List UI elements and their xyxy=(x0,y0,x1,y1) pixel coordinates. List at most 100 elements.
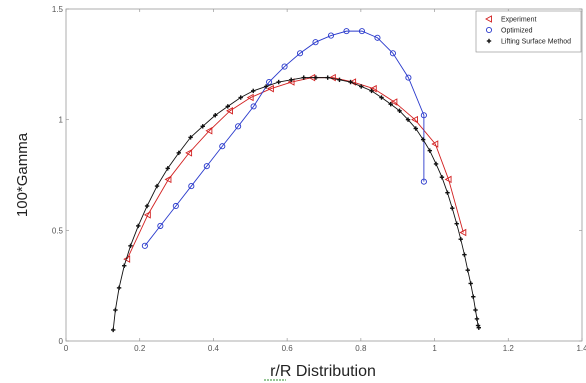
data-point-plus xyxy=(445,190,450,195)
data-point-plus xyxy=(427,148,432,153)
data-point-triangle xyxy=(431,140,439,148)
data-point-plus xyxy=(458,236,463,242)
data-point-triangle xyxy=(185,149,193,157)
data-point-plus xyxy=(462,252,467,257)
data-point-triangle xyxy=(143,211,151,219)
data-point-circle xyxy=(405,74,412,81)
series-optimized xyxy=(141,28,427,249)
data-point-circle xyxy=(219,143,226,150)
legend-label: Experiment xyxy=(501,17,536,24)
data-point-triangle xyxy=(485,15,492,23)
data-point-plus xyxy=(154,183,160,189)
x-tick-label: 0 xyxy=(64,344,69,353)
series-experiment xyxy=(123,73,467,263)
x-tick-label: 1.4 xyxy=(576,344,586,353)
x-tick-label: 1.2 xyxy=(503,344,515,353)
series-line xyxy=(144,30,425,247)
data-point-plus xyxy=(313,75,319,80)
data-point-circle xyxy=(266,78,273,86)
data-point-circle xyxy=(420,178,427,185)
data-point-plus xyxy=(359,84,364,89)
data-point-triangle xyxy=(411,115,418,124)
data-point-plus xyxy=(276,79,281,85)
data-point-plus xyxy=(225,104,231,109)
data-point-plus xyxy=(128,243,133,249)
data-point-plus xyxy=(379,95,384,100)
data-point-plus xyxy=(405,117,411,122)
axes-frame xyxy=(65,8,583,342)
data-point-plus xyxy=(337,77,342,83)
data-point-circle xyxy=(188,183,195,190)
data-point-triangle xyxy=(205,126,213,135)
data-point-circle xyxy=(327,32,335,39)
x-tick-label: 0.4 xyxy=(208,344,220,353)
data-point-plus xyxy=(454,221,459,226)
x-tick-label: 1 xyxy=(432,344,437,353)
data-point-plus xyxy=(476,325,481,330)
data-point-plus xyxy=(110,327,116,333)
data-point-triangle xyxy=(164,175,172,184)
data-point-plus xyxy=(144,203,150,209)
legend-item: Optimized xyxy=(485,26,533,35)
legend-item: Experiment xyxy=(485,15,536,24)
data-point-plus xyxy=(397,108,402,114)
ticks-layer: 0 0.2 0.4 0.6 0.8 1 1.2 1.4 0 0.5 1 1.5 xyxy=(52,5,586,353)
data-point-triangle xyxy=(390,98,398,106)
legend: Experiment Optimized Lifting Surface Metho… xyxy=(475,10,582,53)
y-tick-label: 0.5 xyxy=(52,226,64,235)
data-point-plus xyxy=(263,84,269,89)
data-point-plus xyxy=(301,75,306,80)
data-point-plus xyxy=(288,77,294,83)
data-point-triangle xyxy=(459,228,467,237)
data-point-triangle xyxy=(349,78,357,86)
legend-item: Lifting Surface Method xyxy=(486,38,571,46)
data-point-circle xyxy=(485,26,493,34)
data-point-plus xyxy=(213,113,218,118)
data-point-plus xyxy=(388,101,393,107)
data-point-plus xyxy=(348,79,353,85)
data-point-circle xyxy=(203,163,210,170)
data-point-plus xyxy=(473,307,478,313)
data-point-triangle xyxy=(226,107,233,115)
data-point-circle xyxy=(358,28,366,35)
legend-box xyxy=(475,10,582,53)
y-tick-label: 1.5 xyxy=(52,5,64,14)
data-point-plus xyxy=(238,95,243,100)
y-tick-label: 0 xyxy=(59,337,64,346)
series-line xyxy=(126,77,464,260)
data-point-triangle xyxy=(369,84,377,93)
data-point-circle xyxy=(172,202,179,210)
series-lifting-surface-method xyxy=(110,75,481,333)
data-point-plus xyxy=(116,285,122,291)
data-point-circle xyxy=(281,63,288,70)
data-point-circle xyxy=(389,50,396,57)
data-point-plus xyxy=(188,135,193,140)
data-point-plus xyxy=(465,267,470,273)
data-point-plus xyxy=(474,316,480,322)
series-layer xyxy=(110,28,481,333)
data-point-plus xyxy=(200,124,205,129)
legend-label: Optimized xyxy=(501,28,533,35)
data-point-circle xyxy=(343,28,350,35)
data-point-plus xyxy=(475,323,481,328)
data-point-plus xyxy=(468,281,473,286)
data-point-plus xyxy=(369,88,374,94)
data-point-triangle xyxy=(328,73,336,82)
x-tick-label: 0.6 xyxy=(282,344,294,353)
data-point-circle xyxy=(235,123,242,130)
data-point-circle xyxy=(374,34,381,41)
x-tick-label: 0.2 xyxy=(134,344,146,353)
y-tick-label: 1 xyxy=(59,116,64,125)
data-point-triangle xyxy=(444,175,452,184)
data-point-plus xyxy=(176,150,181,156)
data-point-plus xyxy=(433,161,439,167)
y-axis-label: 100*Gamma xyxy=(14,132,31,217)
legend-label: Lifting Surface Method xyxy=(501,39,571,46)
data-point-circle xyxy=(157,222,164,229)
data-point-circle xyxy=(312,39,319,46)
x-tick-label: 0.8 xyxy=(355,344,367,353)
data-point-plus xyxy=(486,38,492,44)
data-point-plus xyxy=(113,307,118,313)
data-point-circle xyxy=(420,112,427,119)
